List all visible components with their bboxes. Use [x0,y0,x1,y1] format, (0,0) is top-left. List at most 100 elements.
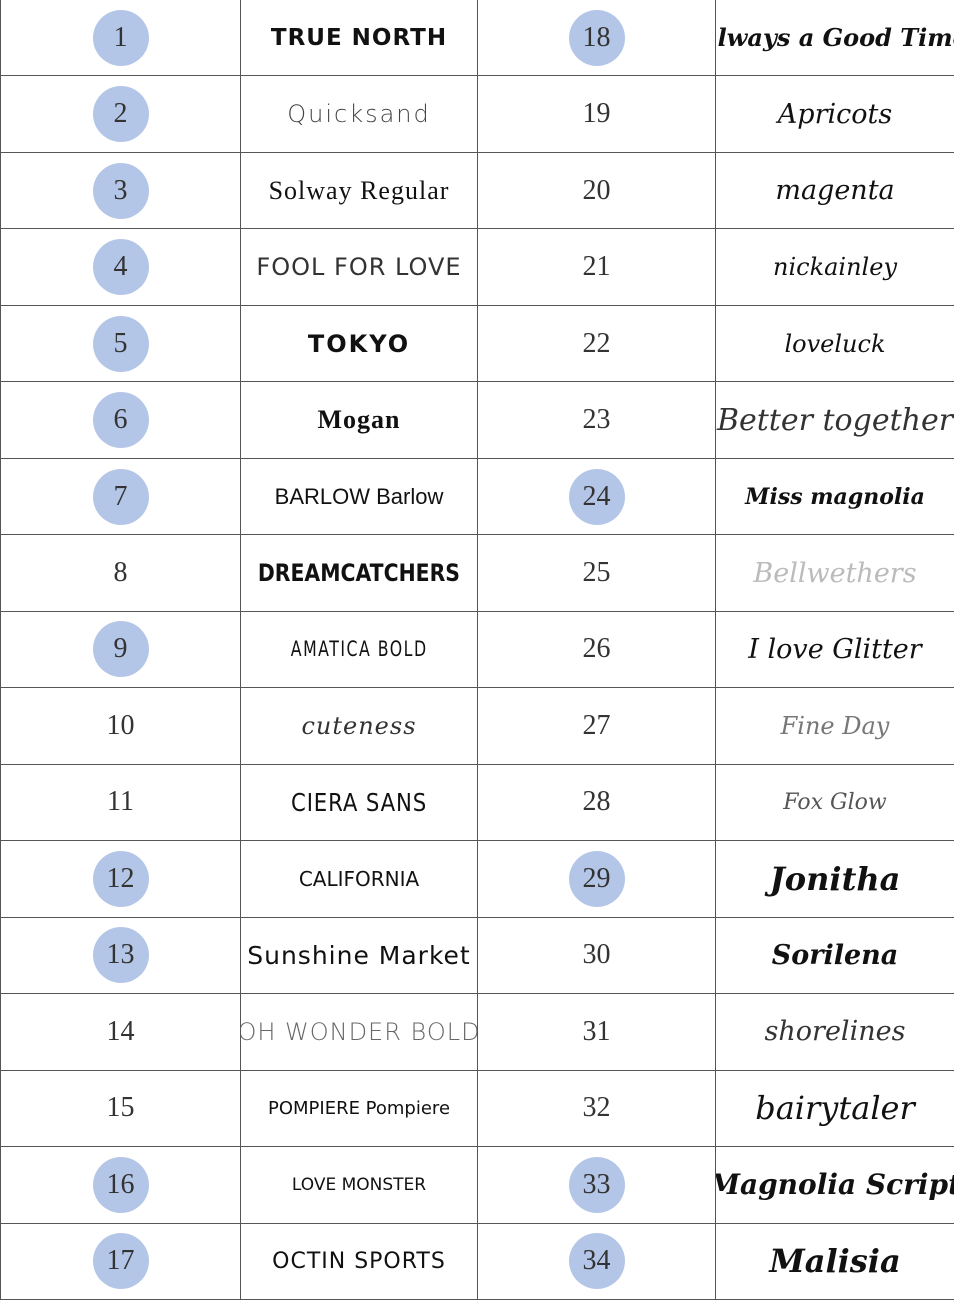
number-badge [92,239,149,296]
font-cell: Quicksand [241,76,478,153]
font-cell: shorelines [716,994,954,1071]
font-number: 18 [582,21,611,53]
font-cell: nickainley [716,229,954,306]
font-number: 3 [113,174,128,206]
number-cell: 28 [478,764,716,842]
font-name: loveluck [784,329,886,358]
number-cell: 31 [478,994,716,1071]
number-badge [92,621,149,678]
font-number: 20 [582,174,611,206]
font-name: AMATICA BOLD [290,637,428,662]
font-number: 4 [113,251,128,283]
font-name: BARLOW Barlow [274,483,444,509]
font-name: OCTIN SPORTS [272,1248,446,1274]
font-name: Malisia [769,1242,901,1281]
font-name: CALIFORNIA [298,866,420,891]
font-number: 8 [113,557,128,589]
font-cell: Apricots [716,76,954,153]
font-cell: BARLOW Barlow [241,458,478,536]
font-number: 12 [106,862,135,894]
font-cell: Magnolia Script [716,1147,954,1224]
number-badge [568,1233,625,1290]
number-cell: 11 [1,764,241,842]
font-name: bairytaler [755,1089,915,1128]
font-name: nickainley [773,253,897,282]
font-cell: Fox Glow [716,765,954,842]
number-cell: 7 [1,458,241,536]
font-number: 34 [582,1245,611,1277]
font-number: 29 [582,862,611,894]
font-cell: magenta [716,153,954,230]
font-number: 30 [582,939,611,971]
font-number: 22 [582,327,611,359]
font-name: cuteness [301,711,417,740]
font-name: I love Glitter [748,633,922,665]
number-cell: 12 [1,841,241,918]
number-badge [92,162,149,219]
font-name: DREAMCATCHERS [257,559,461,588]
font-name: Sunshine Market [247,940,471,970]
font-number: 25 [582,557,611,589]
font-cell: I love Glitter [716,612,954,689]
font-name: always a Good Time [716,23,954,53]
number-badge [92,927,149,984]
number-cell: 3 [1,152,241,230]
font-number: 32 [582,1092,611,1124]
font-cell: Malisia [716,1224,954,1300]
number-badge [92,850,149,907]
number-cell: 34 [478,1223,716,1300]
font-number: 33 [582,1168,611,1200]
font-number: 11 [107,786,134,818]
font-number: 13 [106,939,135,971]
number-badge [92,9,149,66]
font-name: Better together [716,402,954,438]
font-number: 26 [582,633,611,665]
number-cell: 4 [1,229,241,306]
font-number: 23 [582,404,611,436]
font-cell: Sunshine Market [241,917,478,995]
font-cell: always a Good Time [716,0,954,77]
number-cell: 23 [478,382,716,459]
number-cell: 19 [478,76,716,153]
font-cell: Jonitha [716,841,954,918]
font-cell: Miss magnolia [716,459,954,536]
number-cell: 6 [1,382,241,459]
number-cell: 32 [478,1070,716,1148]
font-cell: cuteness [241,688,478,765]
number-cell: 25 [478,535,716,612]
number-cell: 8 [1,535,241,612]
font-cell: FOOL FOR LOVE [241,229,478,306]
font-number: 7 [113,480,128,512]
font-number: 6 [113,404,128,436]
number-cell: 22 [478,305,716,383]
font-name: Miss magnolia [745,483,925,510]
number-cell: 10 [1,688,241,765]
font-name: Quicksand [287,100,431,129]
font-cell: DREAMCATCHERS [241,535,478,612]
font-cell: CIERA SANS [241,764,478,842]
font-cell: Better together [716,382,954,459]
number-cell: 14 [1,994,241,1071]
number-cell: 20 [478,152,716,230]
number-badge [92,315,149,372]
font-number: 16 [106,1168,135,1200]
font-name: Bellwethers [753,557,917,589]
number-badge [568,1156,625,1213]
font-cell: Solway Regular [241,152,478,230]
font-number: 10 [106,709,135,741]
number-cell: 27 [478,688,716,765]
font-number: 27 [582,709,611,741]
number-cell: 24 [478,458,716,536]
font-number: 15 [106,1092,135,1124]
font-name: Mogan [317,405,401,435]
number-cell: 18 [478,0,716,77]
font-cell: OH WONDER BOLD [241,994,478,1071]
number-cell: 16 [1,1147,241,1224]
font-name: LOVE MONSTER [291,1174,427,1195]
font-name: Sorilena [771,939,899,971]
font-number: 31 [582,1015,611,1047]
font-number: 9 [113,633,128,665]
number-badge [568,468,625,525]
number-badge [92,392,149,449]
